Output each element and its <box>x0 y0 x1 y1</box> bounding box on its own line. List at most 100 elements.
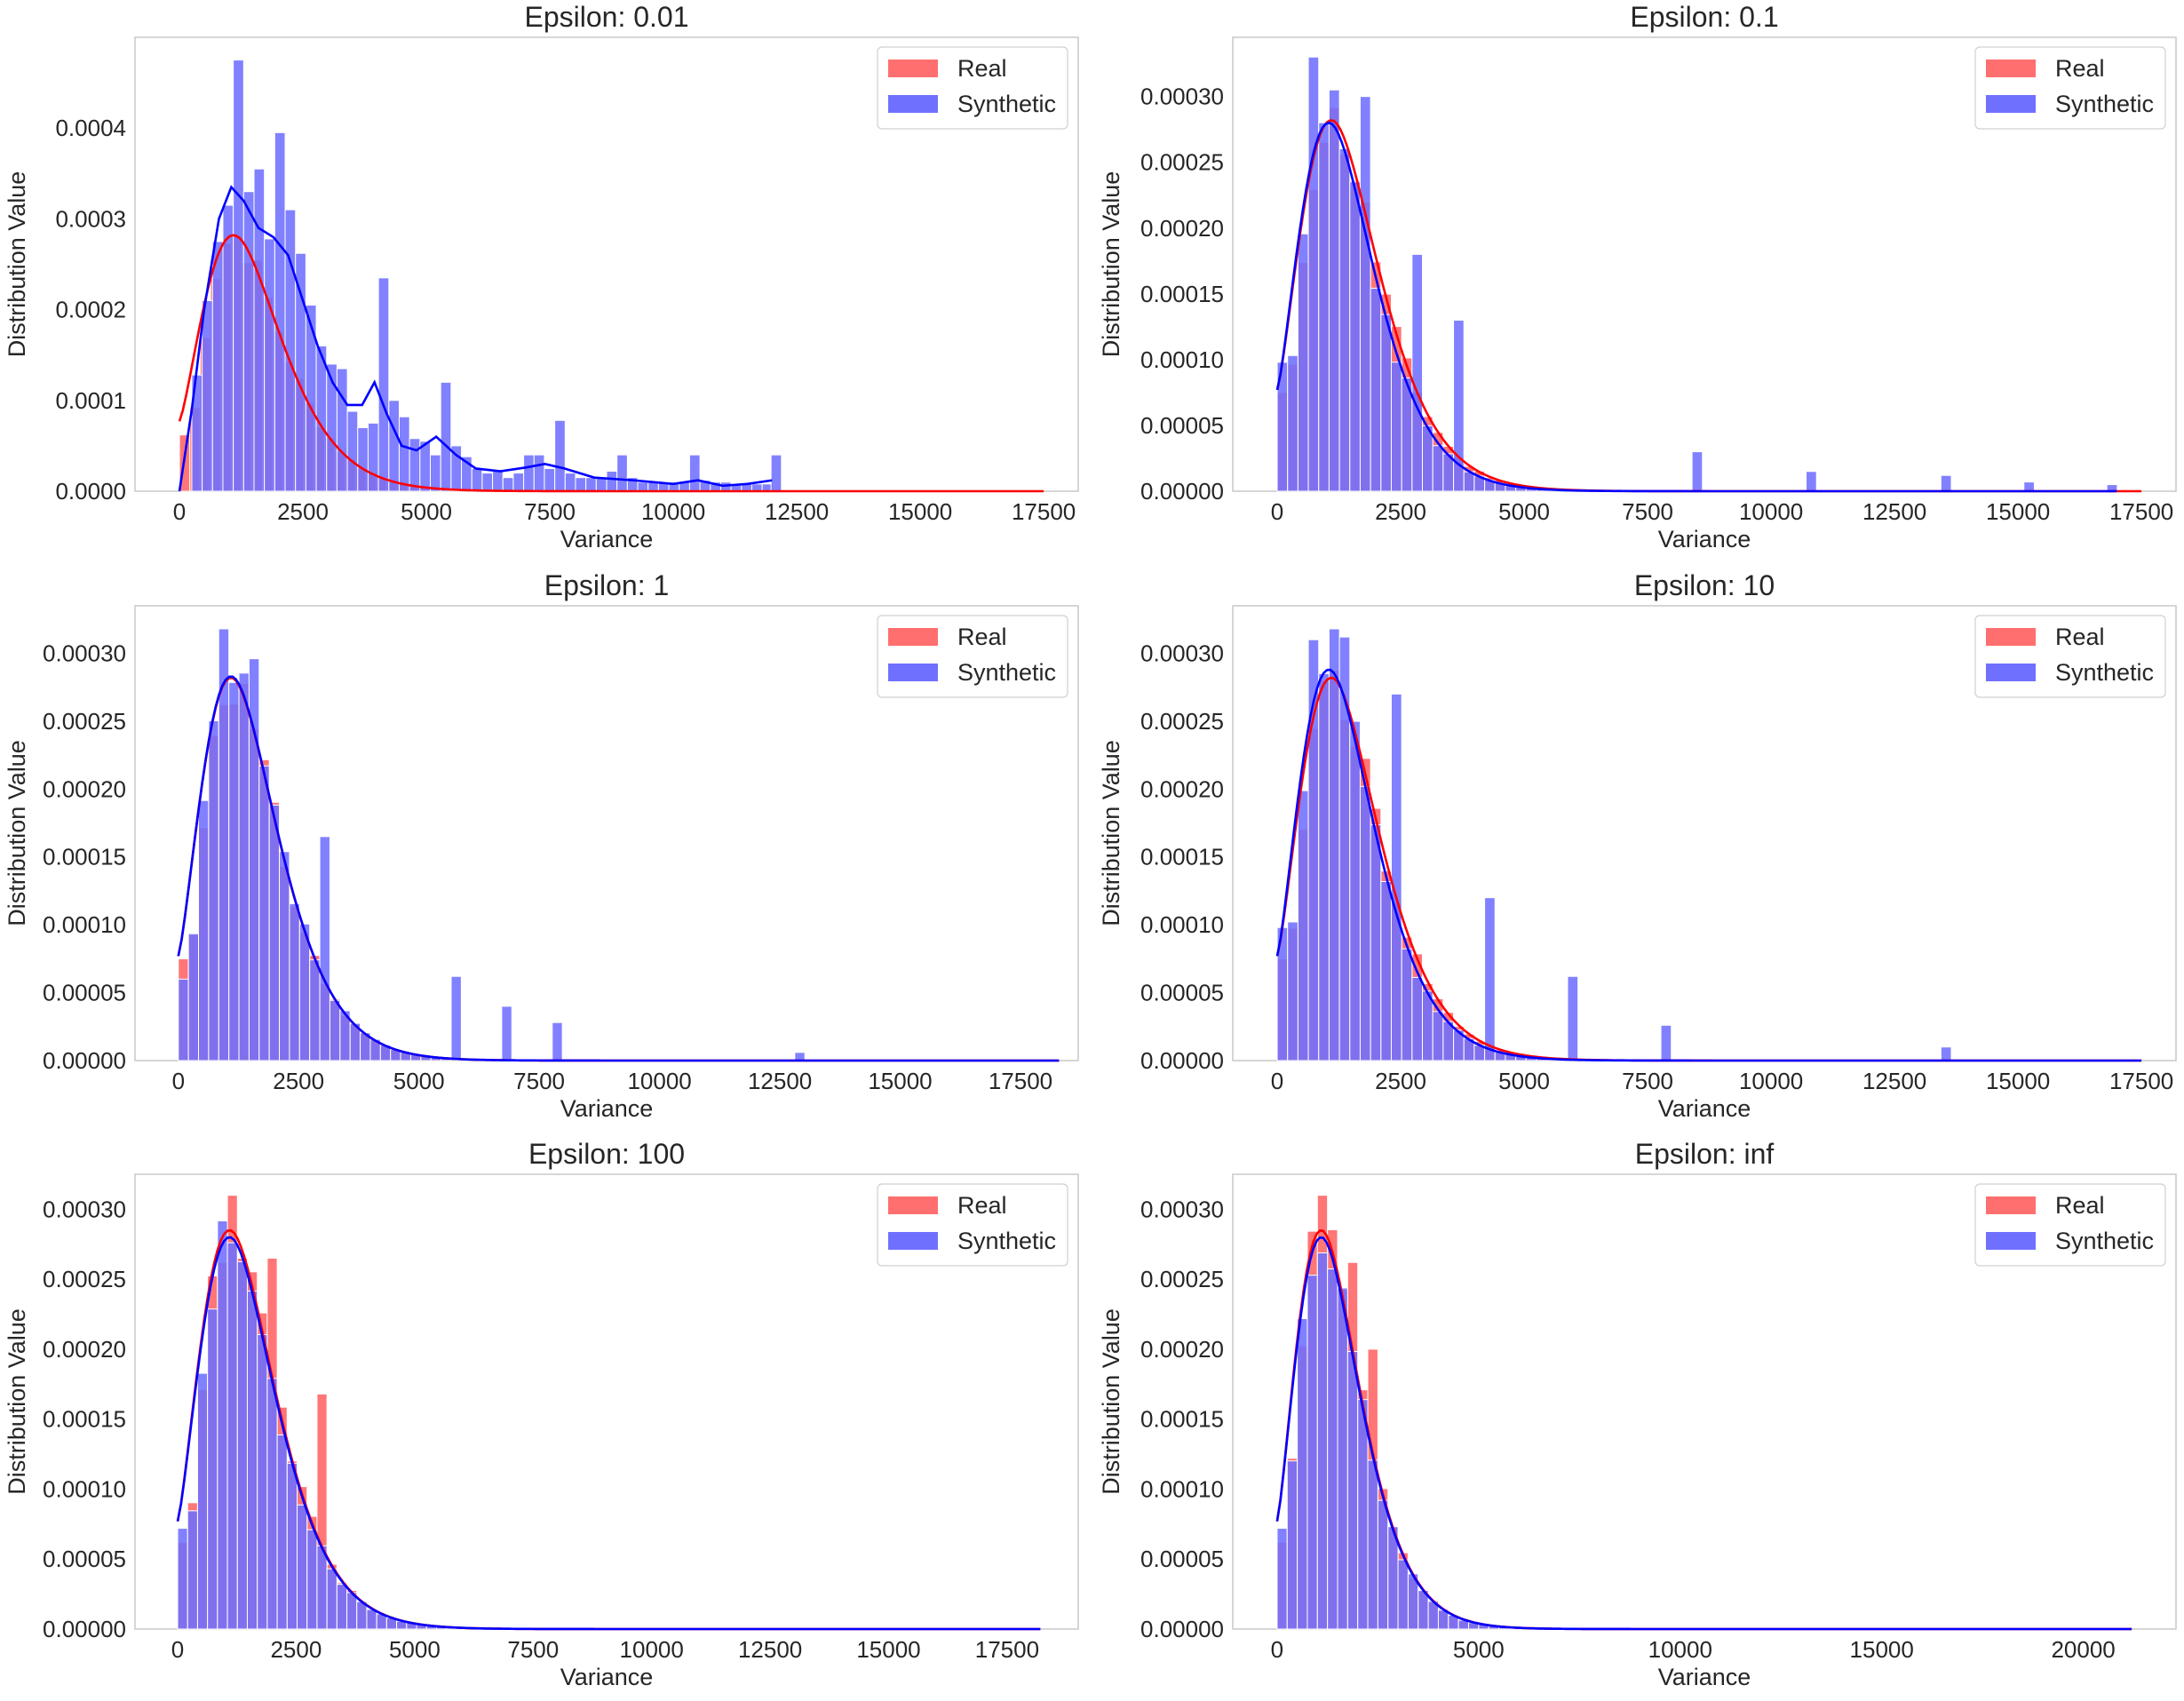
histogram-bar <box>1350 182 1361 491</box>
histogram-bar <box>1423 991 1433 1061</box>
histogram-bar <box>287 1463 297 1629</box>
histogram-bar <box>1941 1047 1951 1061</box>
y-tick-label: 0.00030 <box>43 1196 126 1222</box>
histogram-bar <box>259 766 269 1061</box>
y-tick-label: 0.00020 <box>1140 1336 1224 1363</box>
histogram-bar <box>2024 482 2035 491</box>
legend-synthetic-label: Synthetic <box>957 659 1056 686</box>
x-tick-label: 17500 <box>989 1068 1052 1094</box>
histogram-bar <box>378 278 389 491</box>
histogram-bar <box>389 401 400 491</box>
y-axis-label: Distribution Value <box>1098 171 1124 358</box>
x-tick-label: 10000 <box>1739 498 1803 525</box>
histogram-bar <box>1370 825 1381 1061</box>
y-tick-label: 0.00005 <box>1140 412 1224 439</box>
histogram-bar <box>208 1309 218 1629</box>
x-tick-label: 7500 <box>1622 1068 1673 1094</box>
legend-real-swatch <box>1986 1196 2036 1214</box>
legend-synthetic-swatch <box>1986 664 2036 681</box>
x-tick-label: 2500 <box>270 1636 322 1663</box>
histogram-bar <box>1391 362 1402 491</box>
x-axis-label: Variance <box>560 526 654 552</box>
x-tick-label: 0 <box>173 498 186 525</box>
histogram-bar <box>607 472 617 491</box>
histogram-bar <box>1402 949 1412 1061</box>
y-axis-label: Distribution Value <box>4 740 30 926</box>
histogram-bar <box>1347 1352 1357 1630</box>
y-tick-label: 0.00010 <box>1140 346 1224 373</box>
histogram-bar <box>269 805 279 1061</box>
histogram-bar <box>565 473 576 491</box>
histogram-bar <box>1298 234 1308 491</box>
histogram-bar <box>247 1292 257 1630</box>
x-tick-label: 7500 <box>513 1068 565 1094</box>
histogram-bar <box>368 423 378 491</box>
y-tick-label: 0.00030 <box>43 640 126 667</box>
histogram-bar <box>502 1006 512 1061</box>
legend-synthetic-label: Synthetic <box>2055 91 2154 117</box>
histogram-bar <box>638 482 648 491</box>
histogram-bar <box>552 1022 562 1061</box>
histogram-bar <box>1807 472 1817 491</box>
legend-synthetic-swatch <box>1986 95 2036 113</box>
y-tick-label: 0.00010 <box>43 1476 126 1503</box>
x-tick-label: 5000 <box>1498 498 1550 525</box>
x-tick-label: 2500 <box>1375 1068 1426 1094</box>
y-tick-label: 0.00015 <box>1140 281 1224 307</box>
x-tick-label: 20000 <box>2051 1636 2115 1663</box>
histogram-bar <box>513 473 524 491</box>
x-tick-label: 7500 <box>507 1636 559 1663</box>
y-tick-label: 0.00025 <box>1140 149 1224 176</box>
histogram-bar <box>254 169 265 491</box>
x-axis-label: Variance <box>560 1095 654 1122</box>
histogram-bar <box>1692 452 1703 491</box>
histogram-bar <box>317 1546 327 1629</box>
y-tick-label: 0.00030 <box>1140 640 1224 667</box>
y-tick-label: 0.00005 <box>1140 1546 1224 1572</box>
histogram-bar <box>503 478 513 491</box>
x-tick-label: 5000 <box>1453 1636 1505 1663</box>
x-tick-label: 15000 <box>1986 1068 2050 1094</box>
x-tick-label: 17500 <box>975 1636 1039 1663</box>
histogram-bar <box>493 472 504 491</box>
histogram-bar <box>1412 977 1423 1061</box>
histogram-bar <box>337 1585 346 1629</box>
histogram-bar <box>229 682 239 1061</box>
histogram-bar <box>596 478 607 491</box>
histogram-bar <box>1317 1253 1327 1629</box>
x-tick-label: 15000 <box>868 1068 932 1094</box>
legend-synthetic-label: Synthetic <box>2055 659 2154 686</box>
x-tick-label: 15000 <box>888 498 952 525</box>
histogram-bar <box>1358 1400 1368 1629</box>
legend-real-label: Real <box>2055 1192 2105 1219</box>
subplot-title: Epsilon: 0.01 <box>524 1 688 33</box>
histogram-bar <box>1298 791 1308 1061</box>
y-tick-label: 0.00015 <box>1140 1406 1224 1433</box>
legend-synthetic-swatch <box>1986 1232 2036 1250</box>
histogram-bar <box>234 60 244 491</box>
histogram-bar <box>203 300 213 491</box>
histogram-bar <box>441 382 451 491</box>
histogram-bar <box>267 1379 277 1629</box>
histogram-bar <box>330 1000 339 1061</box>
y-tick-label: 0.00025 <box>43 1266 126 1292</box>
histogram-bar <box>1287 1461 1297 1629</box>
histogram-bar <box>1433 446 1443 491</box>
histogram-bar <box>277 1435 287 1629</box>
subplot-title: Epsilon: 0.1 <box>1630 1 1778 33</box>
x-tick-label: 7500 <box>1622 498 1673 525</box>
y-tick-label: 0.00005 <box>43 1546 126 1572</box>
histogram-bar <box>197 1373 207 1629</box>
y-tick-label: 0.00000 <box>1140 1616 1224 1642</box>
y-tick-label: 0.00030 <box>1140 83 1224 110</box>
y-axis-label: Distribution Value <box>1098 1308 1124 1495</box>
y-tick-label: 0.00015 <box>43 844 126 870</box>
x-tick-label: 10000 <box>641 498 705 525</box>
histogram-bar <box>1391 694 1402 1061</box>
histogram-bar <box>1381 881 1392 1061</box>
